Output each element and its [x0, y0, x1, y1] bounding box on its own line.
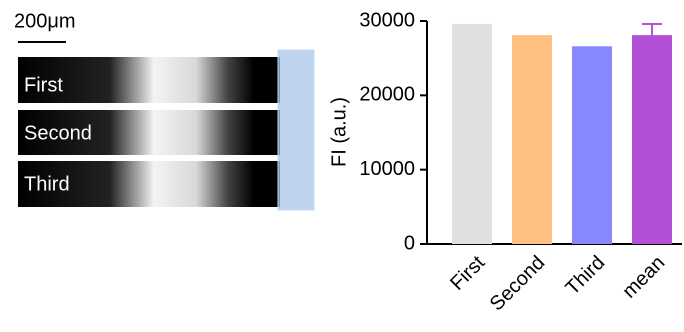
bar	[572, 46, 612, 244]
error-bar	[642, 24, 662, 35]
y-tick-label: 0	[404, 232, 415, 254]
x-tick-label: Second	[486, 252, 550, 316]
bar	[452, 24, 492, 244]
figure: 200μm First Second Third FI (a.u.) 0 1000…	[0, 0, 684, 332]
image-label: Third	[24, 173, 70, 195]
scale-bar-label: 200μm	[14, 10, 76, 32]
x-tick-label: Third	[561, 252, 609, 300]
x-tick-label: mean	[618, 252, 669, 303]
y-tick-label: 10000	[359, 158, 415, 180]
x-tick-label: First	[446, 251, 489, 294]
bar	[512, 35, 552, 244]
y-axis-label: FI (a.u.)	[328, 97, 350, 167]
bar	[632, 35, 672, 244]
image-label: Second	[24, 122, 92, 144]
highlight-region	[278, 50, 314, 210]
image-label: First	[24, 74, 63, 96]
y-tick-label: 20000	[359, 84, 415, 106]
y-tick-label: 30000	[359, 9, 415, 31]
